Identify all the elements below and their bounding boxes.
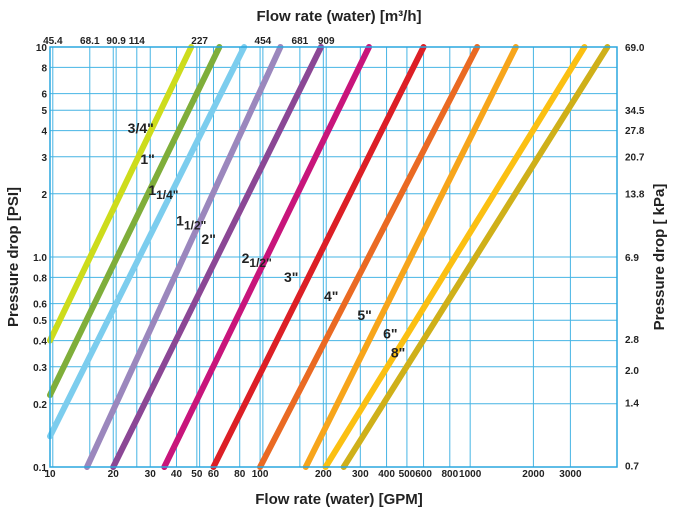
series-lines (47, 44, 611, 470)
series-line-2 (47, 44, 223, 399)
right-tick-label: 0.7 (625, 462, 639, 473)
right-tick-label: 1.4 (625, 398, 639, 409)
top-tick-label: 45.4 (43, 36, 63, 47)
x-tick-label: 50 (191, 469, 203, 480)
y-tick-label: 8 (41, 63, 47, 74)
x-tick-label: 80 (234, 469, 246, 480)
series-line-10 (322, 44, 588, 470)
series-labels: 3/4"1"11/4"11/2"2"21/2"3"4"5"6"8" (128, 120, 406, 360)
right-tick-label: 2.8 (625, 335, 639, 346)
y-tick-label: 0.3 (33, 363, 47, 374)
right-tick-label: 2.0 (625, 366, 639, 377)
y-axis-title-left: Pressure drop [PSI] (5, 187, 22, 327)
series-line-3 (47, 44, 248, 440)
series-label-fraction: 1/2" (249, 256, 271, 270)
series-label-9: 5" (357, 307, 371, 323)
y-tick-label: 10 (36, 43, 48, 54)
top-tick-label: 68.1 (80, 36, 100, 47)
series-label-11: 8" (391, 345, 405, 361)
x-tick-label: 3000 (559, 469, 582, 480)
series-label-10: 6" (383, 326, 397, 342)
y-tick-label: 3 (41, 153, 47, 164)
right-tick-label: 27.8 (625, 126, 645, 137)
right-tick-label: 34.5 (625, 106, 645, 117)
x-tick-label: 500 (399, 469, 416, 480)
y-tick-label: 0.5 (33, 316, 47, 327)
top-tick-label: 114 (129, 36, 146, 47)
x-tick-label: 20 (108, 469, 120, 480)
series-label-8: 4" (324, 288, 338, 304)
x-tick-label: 800 (441, 469, 458, 480)
y-tick-label: 2 (41, 190, 47, 201)
series-label-2: 1" (140, 151, 154, 167)
top-tick-label: 454 (255, 36, 272, 47)
top-axis-title: Flow rate (water) [m³/h] (256, 8, 421, 25)
x-tick-label: 600 (415, 469, 432, 480)
x-tick-label: 400 (378, 469, 395, 480)
series-label-7: 3" (284, 269, 298, 285)
x-tick-label: 100 (252, 469, 269, 480)
x-tick-label: 300 (352, 469, 369, 480)
series-label-5: 2" (201, 231, 215, 247)
y-tick-label: 0.8 (33, 273, 47, 284)
tick-labels: 10 20 30 40 50 60 80 100 200 300 400 500 600 800 1000 2… (33, 36, 645, 480)
right-tick-label: 69.0 (625, 43, 645, 54)
series-line-8 (257, 44, 481, 470)
y-tick-label: 5 (41, 106, 47, 117)
x-tick-label: 40 (171, 469, 183, 480)
series-line-1 (47, 44, 195, 344)
y-tick-label: 0.4 (33, 337, 47, 348)
y-tick-label: 6 (41, 90, 47, 101)
y-tick-label: 0.6 (33, 300, 47, 311)
series-line-7 (210, 44, 427, 470)
x-tick-label: 10 (44, 469, 56, 480)
plot-frame (49, 46, 618, 468)
x-tick-label: 200 (315, 469, 332, 480)
top-tick-label: 227 (191, 36, 208, 47)
right-tick-label: 13.8 (625, 190, 645, 201)
series-line-4 (83, 44, 284, 470)
series-label-fraction: 1/4" (156, 188, 178, 202)
top-tick-label: 909 (318, 36, 335, 47)
x-tick-label: 2000 (522, 469, 545, 480)
right-tick-label: 20.7 (625, 153, 645, 164)
x-axis-title: Flow rate (water) [GPM] (255, 491, 423, 508)
series-line-11 (340, 44, 611, 470)
right-tick-label: 6.9 (625, 253, 639, 264)
series-line-5 (110, 44, 325, 470)
series-label-fraction: 1/2" (184, 218, 206, 232)
y-axis-title-right: Pressure drop [ kPa] (651, 184, 668, 331)
y-tick-label: 4 (41, 127, 47, 138)
series-label-1: 3/4" (128, 120, 154, 136)
y-tick-label: 1.0 (33, 253, 47, 264)
x-tick-label: 1000 (459, 469, 482, 480)
x-tick-label: 60 (208, 469, 220, 480)
top-tick-label: 90.9 (106, 36, 126, 47)
series-line-6 (161, 44, 373, 470)
x-tick-label: 30 (145, 469, 157, 480)
y-tick-label: 0.1 (33, 463, 47, 474)
top-tick-label: 681 (292, 36, 309, 47)
y-tick-label: 0.2 (33, 400, 47, 411)
series-line-9 (302, 44, 519, 470)
